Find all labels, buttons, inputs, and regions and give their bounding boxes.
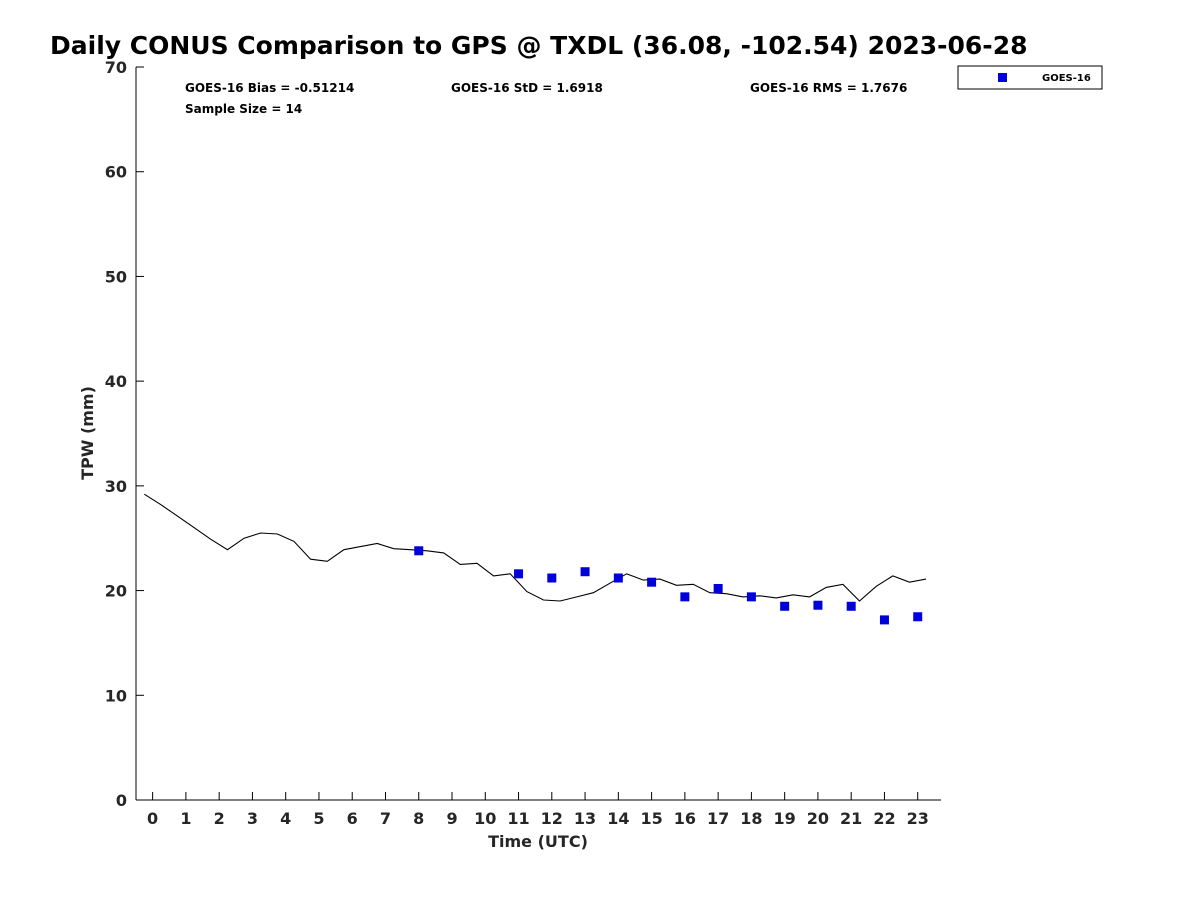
- y-tick-label: 0: [116, 791, 127, 810]
- goes16-point: [414, 546, 424, 556]
- y-tick-label: 20: [105, 582, 127, 601]
- goes16-point: [547, 573, 557, 583]
- x-tick-label: 9: [446, 809, 457, 828]
- goes16-point: [846, 601, 856, 611]
- legend-marker: [998, 73, 1007, 82]
- x-tick-label: 2: [214, 809, 225, 828]
- x-tick-label: 22: [873, 809, 895, 828]
- x-tick-label: 17: [707, 809, 729, 828]
- gps-tpw-line: [144, 493, 927, 602]
- x-tick-label: 10: [474, 809, 496, 828]
- x-tick-label: 3: [247, 809, 258, 828]
- y-axis-label: TPW (mm): [78, 386, 97, 480]
- stat-rms: GOES-16 RMS = 1.7676: [750, 81, 907, 95]
- x-tick-label: 18: [740, 809, 762, 828]
- y-tick-label: 50: [105, 267, 127, 286]
- stat-bias: GOES-16 Bias = -0.51214: [185, 81, 354, 95]
- y-tick-label: 40: [105, 372, 127, 391]
- goes16-point: [913, 612, 923, 622]
- goes16-point: [580, 567, 590, 577]
- x-tick-label: 11: [507, 809, 529, 828]
- goes16-point: [680, 592, 690, 602]
- x-axis-label: Time (UTC): [488, 832, 588, 851]
- y-tick-label: 30: [105, 477, 127, 496]
- x-tick-label: 7: [380, 809, 391, 828]
- stat-sample-size: Sample Size = 14: [185, 102, 302, 116]
- legend: GOES-16: [957, 65, 1103, 90]
- x-tick-label: 0: [147, 809, 158, 828]
- y-tick-label: 60: [105, 163, 127, 182]
- x-tick-label: 12: [541, 809, 563, 828]
- x-tick-label: 16: [674, 809, 696, 828]
- plot-area: [144, 493, 927, 625]
- x-tick-label: 8: [413, 809, 424, 828]
- x-tick-label: 19: [774, 809, 796, 828]
- goes16-point: [746, 592, 756, 602]
- goes16-point: [879, 615, 889, 625]
- goes16-point: [780, 601, 790, 611]
- x-tick-label: 23: [907, 809, 929, 828]
- goes16-point: [813, 600, 823, 610]
- chart-title: Daily CONUS Comparison to GPS @ TXDL (36…: [50, 31, 1027, 60]
- y-tick-label: 70: [105, 58, 127, 77]
- stat-std: GOES-16 StD = 1.6918: [451, 81, 603, 95]
- x-tick-label: 13: [574, 809, 596, 828]
- x-tick-label: 1: [180, 809, 191, 828]
- legend-box: [957, 65, 1103, 90]
- goes16-point: [613, 573, 623, 583]
- x-tick-label: 5: [313, 809, 324, 828]
- goes16-point: [713, 583, 723, 593]
- x-tick-label: 4: [280, 809, 291, 828]
- goes16-point: [514, 569, 524, 579]
- x-tick-label: 14: [607, 809, 629, 828]
- y-tick-label: 10: [105, 686, 127, 705]
- x-tick-label: 21: [840, 809, 862, 828]
- x-tick-label: 15: [640, 809, 662, 828]
- legend-label: GOES-16: [1042, 73, 1091, 84]
- goes16-point: [647, 577, 657, 587]
- x-tick-label: 20: [807, 809, 829, 828]
- x-tick-label: 6: [347, 809, 358, 828]
